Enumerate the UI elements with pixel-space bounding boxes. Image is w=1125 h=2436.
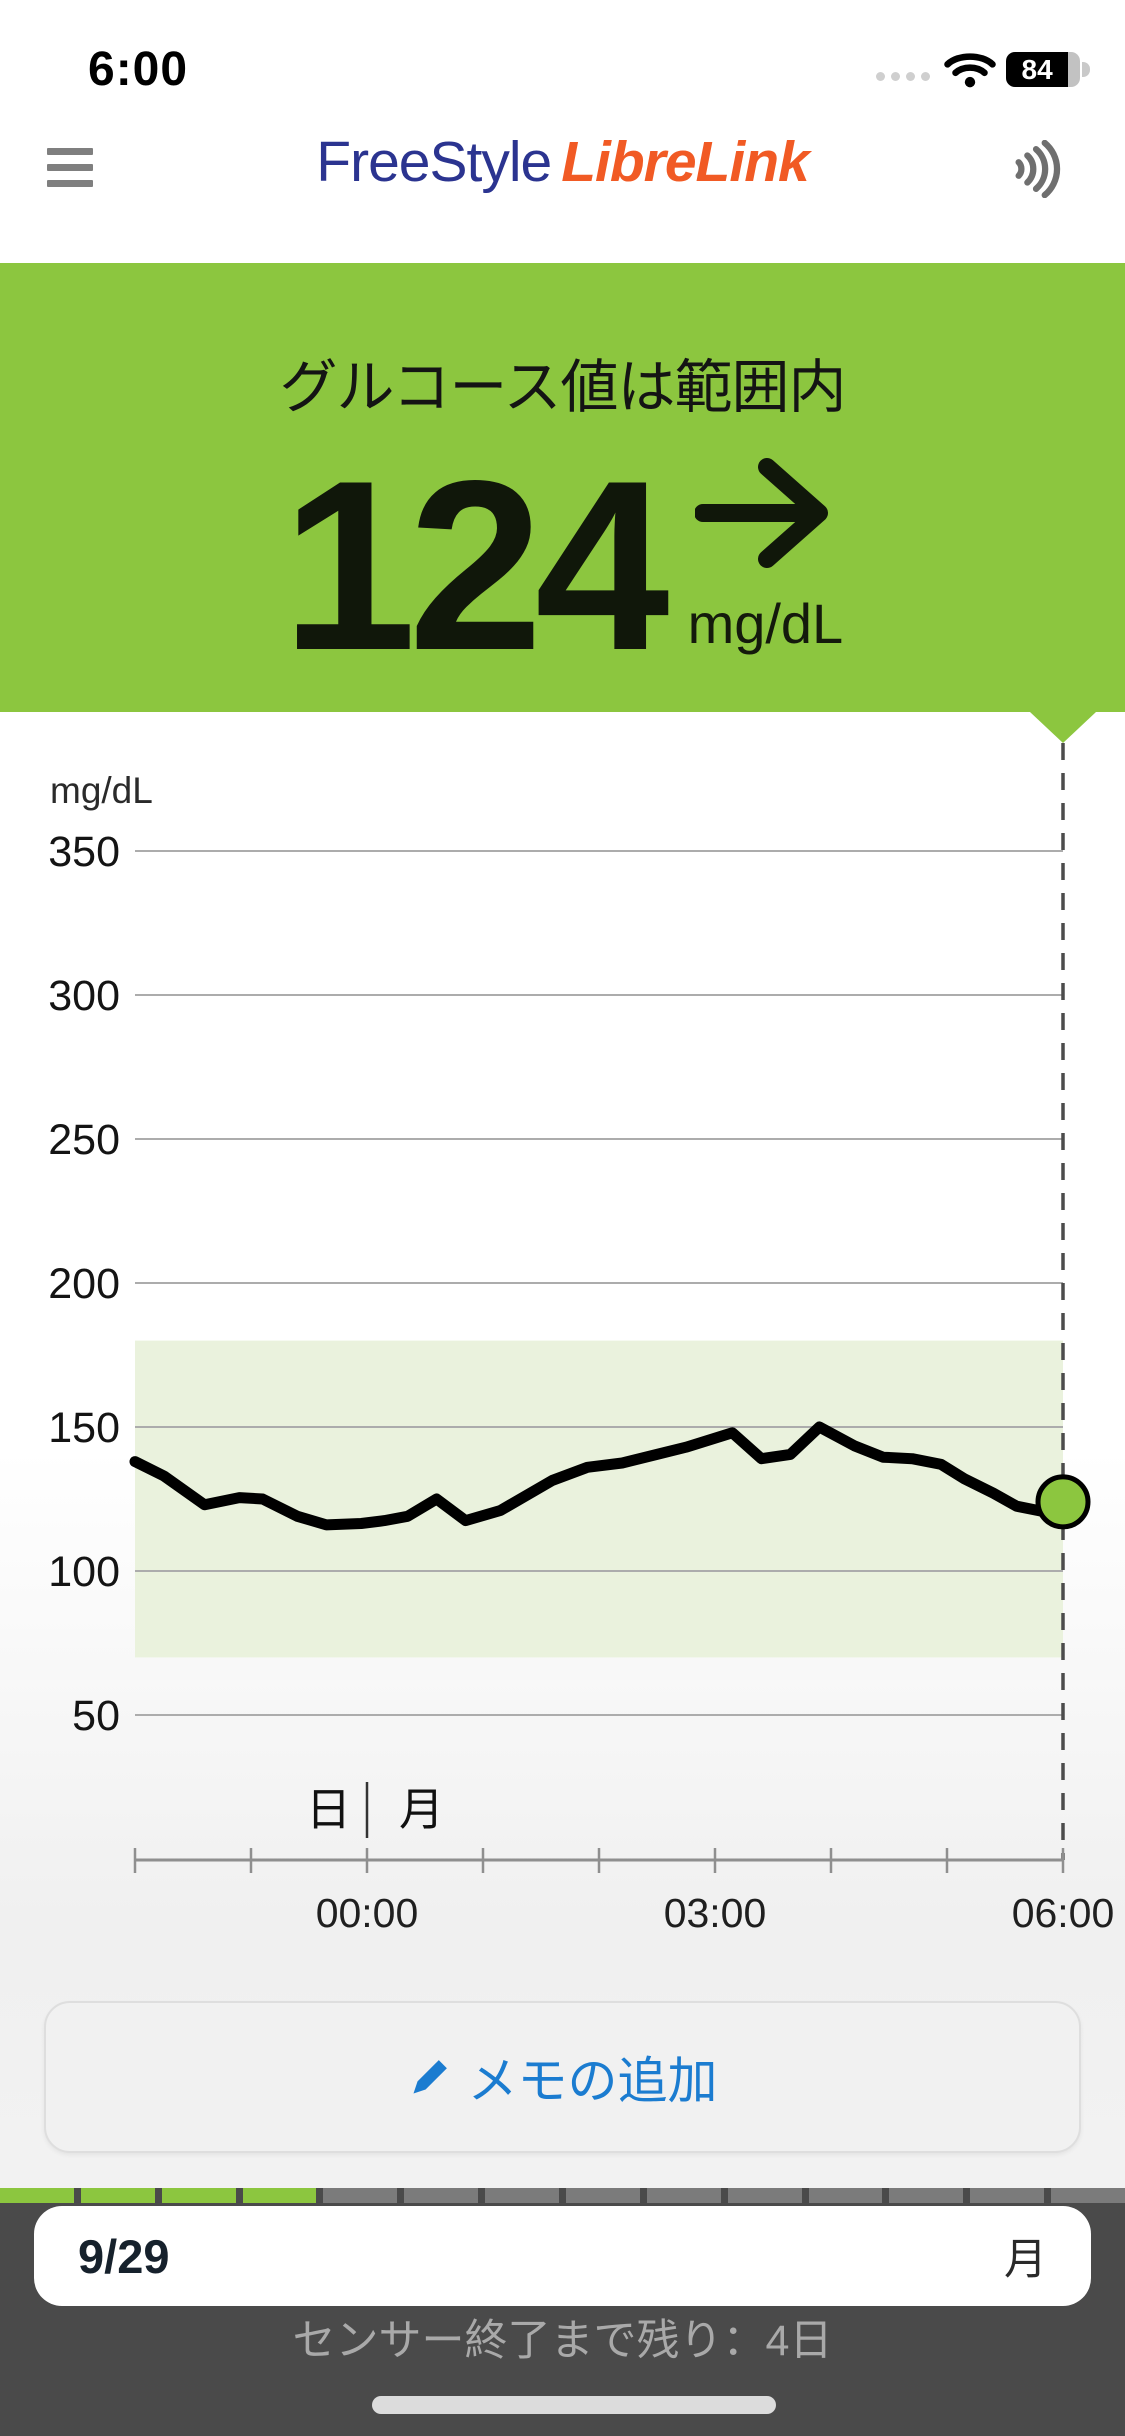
date-picker-row[interactable]: 9/29 月 [34, 2206, 1091, 2306]
timeline-segment [478, 2188, 560, 2204]
target-range-band [135, 1340, 1063, 1658]
timeline-segment [316, 2188, 398, 2204]
glucose-status-title: グルコース値は範囲内 [279, 355, 847, 420]
menu-button[interactable] [47, 148, 93, 196]
timeline-segment [1044, 2188, 1125, 2204]
timeline-segment [154, 2188, 236, 2204]
glucose-chart-section: 50 100 150 200 250 300 350 mg/dL 00:00 03:00 06:00… [0, 712, 1125, 2188]
day-timeline-bar [0, 2188, 1125, 2204]
y-tick-label-250: 250 [48, 1116, 120, 1164]
x-tick-label-00:00: 00:00 [316, 1890, 419, 1936]
battery-rest [1068, 52, 1080, 87]
timeline-segment [720, 2188, 802, 2204]
y-tick-label-50: 50 [72, 1692, 120, 1740]
y-tick-label-150: 150 [48, 1404, 120, 1452]
pencil-icon [413, 2060, 447, 2094]
app-logo: FreeStyle LibreLink [0, 132, 1125, 192]
day-boundary-right-label: 月 [399, 1784, 444, 1835]
y-tick-label-350: 350 [48, 828, 120, 876]
logo-librelink: LibreLink [561, 130, 810, 194]
banner-pointer-notch [1030, 712, 1096, 743]
glucose-unit: mg/dL [687, 592, 844, 655]
timeline-segment [559, 2188, 640, 2204]
logo-freestyle: FreeStyle [316, 130, 552, 194]
glucose-trend-line [129, 1421, 1069, 1531]
bottom-sheet-scrim: 9/29 月 センサー終了まで残り：4日 [0, 2203, 1125, 2436]
sensor-scan-icon[interactable] [1008, 140, 1066, 198]
battery-fill: 84 [1006, 52, 1069, 87]
timeline-segment [639, 2188, 721, 2204]
battery-cap [1082, 62, 1090, 77]
y-tick-label-100: 100 [48, 1548, 120, 1596]
y-tick-label-200: 200 [48, 1260, 120, 1308]
cellular-signal-dots-icon [876, 72, 930, 81]
timeline-segment [397, 2188, 479, 2204]
selected-weekday: 月 [1004, 2236, 1047, 2284]
wifi-icon [944, 53, 996, 88]
x-tick-label-03:00: 03:00 [664, 1890, 767, 1936]
timeline-segment [882, 2188, 964, 2204]
timeline-segment [963, 2188, 1045, 2204]
day-boundary-left-label: 日 [306, 1784, 351, 1835]
status-time: 6:00 [88, 43, 189, 96]
glucose-value: 124 [281, 431, 670, 701]
app-header: FreeStyle LibreLink [0, 110, 1125, 263]
x-tick-label-06:00: 06:00 [1012, 1890, 1115, 1936]
timeline-segment [801, 2188, 883, 2204]
timeline-segment [0, 2188, 74, 2204]
glucose-status-banner: グルコース値は範囲内 124 mg/dL [0, 263, 1125, 712]
current-reading-dot [1035, 1474, 1091, 1530]
add-note-button[interactable]: メモの追加 [44, 2001, 1081, 2153]
trend-steady-arrow-icon [695, 458, 829, 568]
chart-unit-label: mg/dL [50, 770, 153, 811]
home-indicator[interactable] [372, 2396, 776, 2414]
y-tick-label-300: 300 [48, 972, 120, 1020]
battery-icon: 84 [1006, 52, 1080, 87]
selected-date: 9/29 [78, 2229, 170, 2283]
glucose-chart[interactable]: 50 100 150 200 250 300 350 mg/dL 00:00 03:00 06:00… [0, 740, 1125, 1960]
add-note-label: メモの追加 [467, 2053, 718, 2109]
timeline-segment [235, 2188, 317, 2204]
timeline-segment [73, 2188, 155, 2204]
sensor-remaining-text: センサー終了まで残り：4日 [292, 2317, 833, 2365]
